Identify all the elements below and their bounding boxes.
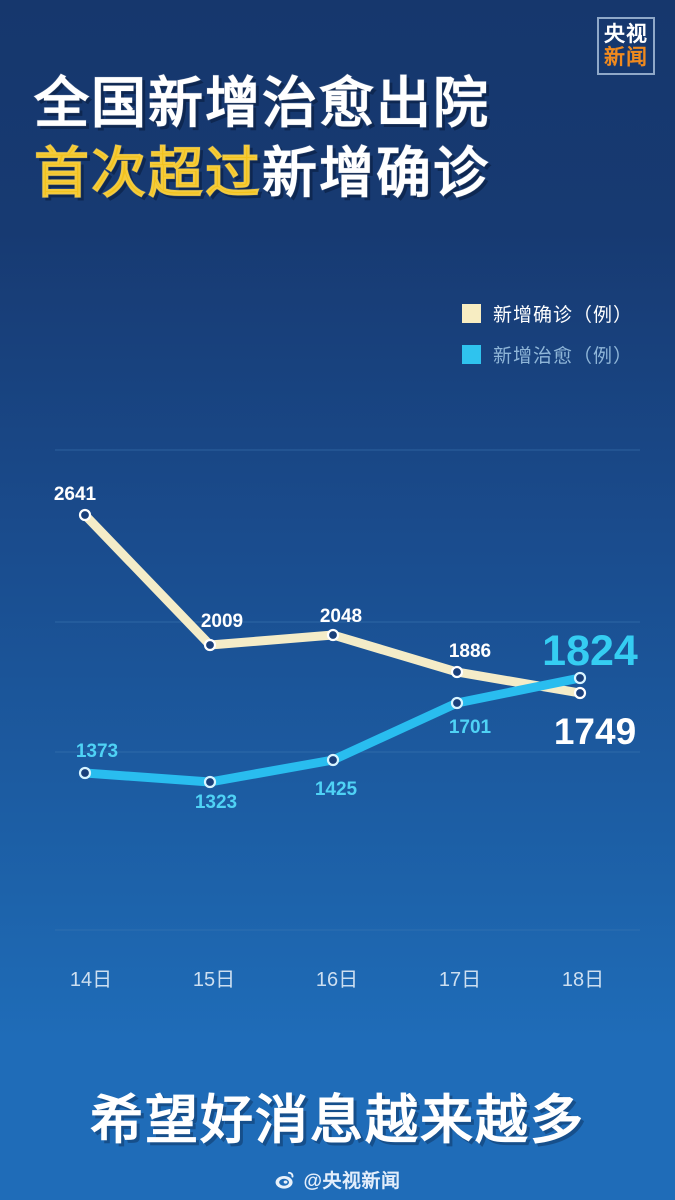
headline: 全国新增治愈出院 首次超过新增确诊: [33, 71, 644, 205]
legend-label-cured: 新增治愈（例）: [492, 346, 633, 367]
data-label-cured-2: 1425: [315, 779, 358, 800]
data-label-cured-4: 1824: [542, 627, 638, 675]
headline-line-2: 首次超过新增确诊: [33, 142, 644, 205]
chart-legend: 新增确诊（例） 新增治愈（例）: [461, 300, 633, 382]
footer-handle: @央视新闻: [0, 1166, 675, 1193]
cctv-news-logo: 央视 新闻: [597, 17, 655, 75]
legend-swatch-confirmed: [461, 304, 481, 323]
series-line-confirmed: [80, 510, 585, 698]
axis-tick-1: 15日: [193, 969, 235, 991]
legend-swatch-cured: [461, 345, 481, 364]
logo-text-bottom: 新闻: [604, 46, 648, 69]
handle-text: @央视新闻: [303, 1171, 401, 1192]
data-labels-confirmed: 2641 2009 2048 1886 1749: [54, 484, 636, 752]
footer-slogan: 希望好消息越来越多: [90, 1091, 585, 1150]
headline-rest: 新增确诊: [262, 142, 491, 205]
data-point-cured-3: [450, 696, 464, 710]
axis-tick-3: 17日: [439, 969, 481, 991]
axis-tick-4: 18日: [562, 969, 604, 991]
legend-item-cured: 新增治愈（例）: [461, 341, 633, 368]
series-line-cured: [80, 673, 585, 787]
logo-text-top: 央视: [604, 23, 648, 46]
data-label-confirmed-1: 2009: [201, 611, 243, 632]
data-point-confirmed-2: [326, 628, 340, 642]
data-label-cured-0: 1373: [76, 741, 118, 762]
axis-tick-0: 14日: [70, 969, 112, 991]
data-label-cured-3: 1701: [449, 717, 492, 738]
x-axis-labels: 14日 15日 16日 17日 18日: [70, 969, 604, 991]
headline-line-1: 全国新增治愈出院: [34, 71, 491, 134]
data-label-confirmed-0: 2641: [54, 484, 97, 505]
axis-tick-2: 16日: [316, 969, 358, 991]
legend-label-confirmed: 新增确诊（例）: [492, 305, 633, 326]
data-label-cured-1: 1323: [195, 792, 237, 813]
data-point-confirmed-0: [78, 508, 92, 522]
series-markers-cured: [78, 671, 587, 789]
data-label-confirmed-3: 1886: [449, 641, 491, 662]
weibo-icon: [276, 1171, 294, 1189]
series-markers-confirmed: [78, 508, 587, 700]
legend-item-confirmed: 新增确诊（例）: [461, 300, 633, 327]
data-point-confirmed-1: [203, 638, 217, 652]
headline-highlight: 首次超过: [33, 142, 263, 205]
data-point-confirmed-4: [573, 686, 587, 700]
data-point-confirmed-3: [450, 665, 464, 679]
data-labels-cured: 1373 1323 1425 1701 1824: [76, 627, 638, 813]
data-label-confirmed-4: 1749: [554, 711, 636, 752]
data-point-cured-0: [78, 766, 92, 780]
data-label-confirmed-2: 2048: [320, 606, 362, 627]
data-point-cured-2: [326, 753, 340, 767]
data-point-cured-1: [203, 775, 217, 789]
data-point-cured-4: [573, 671, 587, 685]
